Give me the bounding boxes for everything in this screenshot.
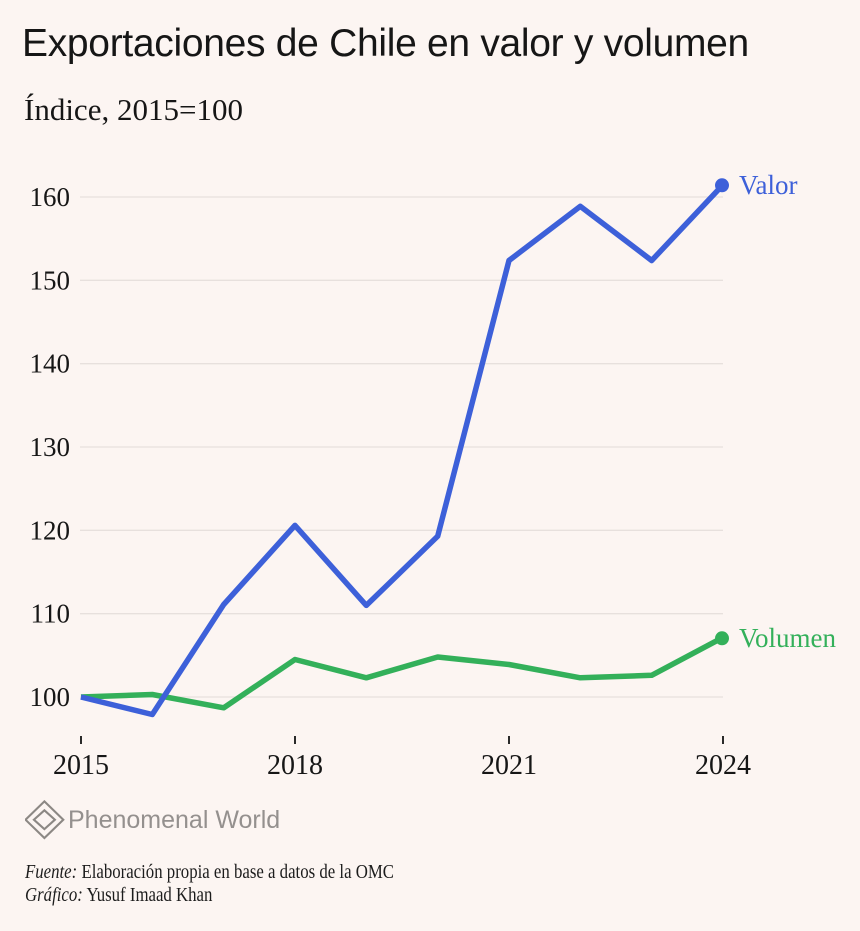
svg-text:2015: 2015	[53, 750, 109, 781]
svg-text:2021: 2021	[481, 750, 537, 781]
svg-text:Volumen: Volumen	[739, 623, 837, 653]
svg-text:Valor: Valor	[739, 170, 797, 200]
svg-text:140: 140	[30, 349, 71, 379]
svg-text:130: 130	[30, 432, 71, 462]
svg-text:100: 100	[30, 682, 71, 712]
svg-text:160: 160	[30, 182, 71, 212]
svg-text:150: 150	[30, 265, 71, 295]
svg-text:2024: 2024	[695, 750, 751, 781]
svg-text:2018: 2018	[267, 750, 323, 781]
svg-text:110: 110	[31, 599, 71, 629]
svg-text:120: 120	[30, 515, 71, 545]
